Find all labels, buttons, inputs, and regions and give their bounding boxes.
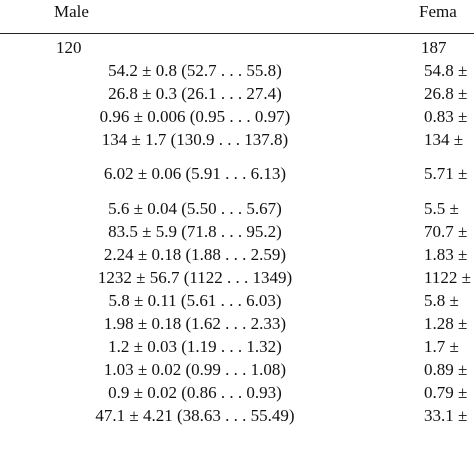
cell-female: 0.89 ±: [424, 360, 468, 379]
cell-female: 33.1 ±: [424, 406, 468, 425]
cell-female: 54.8 ±: [424, 61, 468, 80]
cell-male: 54.2 ± 0.8 (52.7 . . . 55.8): [108, 61, 282, 80]
cell-female: 5.71 ±: [424, 164, 468, 183]
cell-female: 5.8 ±: [424, 291, 459, 310]
cell-male: 47.1 ± 4.21 (38.63 . . . 55.49): [95, 406, 295, 425]
cell-female: 26.8 ±: [424, 84, 468, 103]
cell-female: 1.83 ±: [424, 245, 468, 264]
cell-male: 83.5 ± 5.9 (71.8 . . . 95.2): [108, 222, 282, 241]
cell-female: 1122 ±: [424, 268, 471, 287]
cell-male: 1.2 ± 0.03 (1.19 . . . 1.32): [108, 337, 282, 356]
cell-female: 1.28 ±: [424, 314, 468, 333]
cell-female: 0.83 ±: [424, 107, 468, 126]
cell-male: 2.24 ± 0.18 (1.88 . . . 2.59): [103, 245, 287, 264]
cell-female: 5.5 ±: [424, 199, 459, 218]
cell-male: 26.8 ± 0.3 (26.1 . . . 27.4): [108, 84, 282, 103]
cell-female: 1.7 ±: [424, 337, 459, 356]
column-header-male: Male: [54, 2, 89, 21]
cell-female: 0.79 ±: [424, 383, 468, 402]
cell-female: 134 ±: [424, 130, 464, 149]
cell-male: 0.96 ± 0.006 (0.95 . . . 0.97): [99, 107, 291, 126]
cell-male: 5.6 ± 0.04 (5.50 . . . 5.67): [108, 199, 282, 218]
cell-male: 0.9 ± 0.02 (0.86 . . . 0.93): [108, 383, 282, 402]
cell-male: 1.98 ± 0.18 (1.62 . . . 2.33): [103, 314, 287, 333]
cell-male: 134 ± 1.7 (130.9 . . . 137.8): [101, 130, 289, 149]
cell-male: 5.8 ± 0.11 (5.61 . . . 6.03): [108, 291, 282, 310]
cell-male: 120: [56, 38, 82, 57]
cell-male: 6.02 ± 0.06 (5.91 . . . 6.13): [103, 164, 287, 183]
cell-female: 187: [421, 38, 447, 57]
cell-male: 1232 ± 56.7 (1122 . . . 1349): [97, 268, 293, 287]
cell-male: 1.03 ± 0.02 (0.99 . . . 1.08): [103, 360, 287, 379]
column-header-female: Fema: [419, 2, 457, 21]
cell-female: 70.7 ±: [424, 222, 468, 241]
header-rule: [0, 33, 474, 34]
